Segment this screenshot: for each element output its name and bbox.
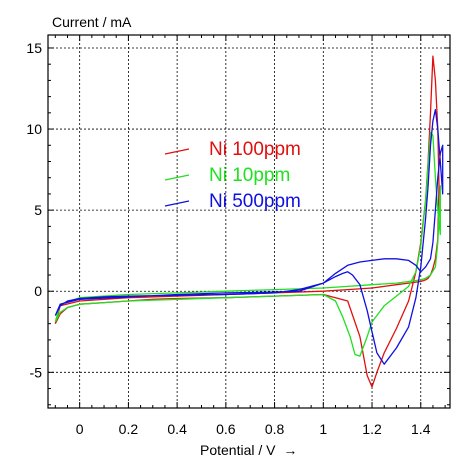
legend-label: Ni 500ppm xyxy=(209,191,301,212)
y-tick-label: 10 xyxy=(26,121,42,137)
x-tick-label: 0.6 xyxy=(216,421,236,437)
series-line-2 xyxy=(54,131,441,357)
x-tick-label: 1.2 xyxy=(362,421,382,437)
axis-ticks: 0 0.2 0.4 0.6 0.8 1 1.2 1.4 -5 0 5 10 15 xyxy=(26,35,450,437)
x-tick-label: 0 xyxy=(76,421,84,437)
x-tick-label: 1 xyxy=(319,421,327,437)
y-tick-label: 5 xyxy=(34,202,42,218)
legend: Ni 100ppm Ni 10ppm Ni 500ppm xyxy=(164,139,301,212)
legend-label: Ni 10ppm xyxy=(209,165,290,186)
x-axis-title-text: Potential / V xyxy=(200,442,276,458)
x-axis-arrow: → xyxy=(283,442,297,458)
y-tick-label: 15 xyxy=(26,40,42,56)
x-tick-label: 0.2 xyxy=(119,421,139,437)
y-tick-label: 0 xyxy=(34,283,42,299)
series-line-1 xyxy=(54,55,440,388)
x-axis-title: Potential / V → xyxy=(200,442,297,458)
y-tick-label: -5 xyxy=(30,364,43,380)
legend-label: Ni 100ppm xyxy=(209,139,301,160)
x-tick-label: 0.8 xyxy=(265,421,285,437)
series-lines xyxy=(54,55,444,388)
legend-swatch xyxy=(164,148,190,155)
legend-swatch xyxy=(164,200,190,207)
y-axis-title: Current / mA xyxy=(52,14,132,30)
x-tick-label: 0.4 xyxy=(167,421,187,437)
series-line-3 xyxy=(54,108,444,365)
plot-frame xyxy=(47,34,451,409)
grid-lines xyxy=(48,35,450,408)
legend-swatch xyxy=(164,174,190,181)
x-tick-label: 1.4 xyxy=(411,421,431,437)
